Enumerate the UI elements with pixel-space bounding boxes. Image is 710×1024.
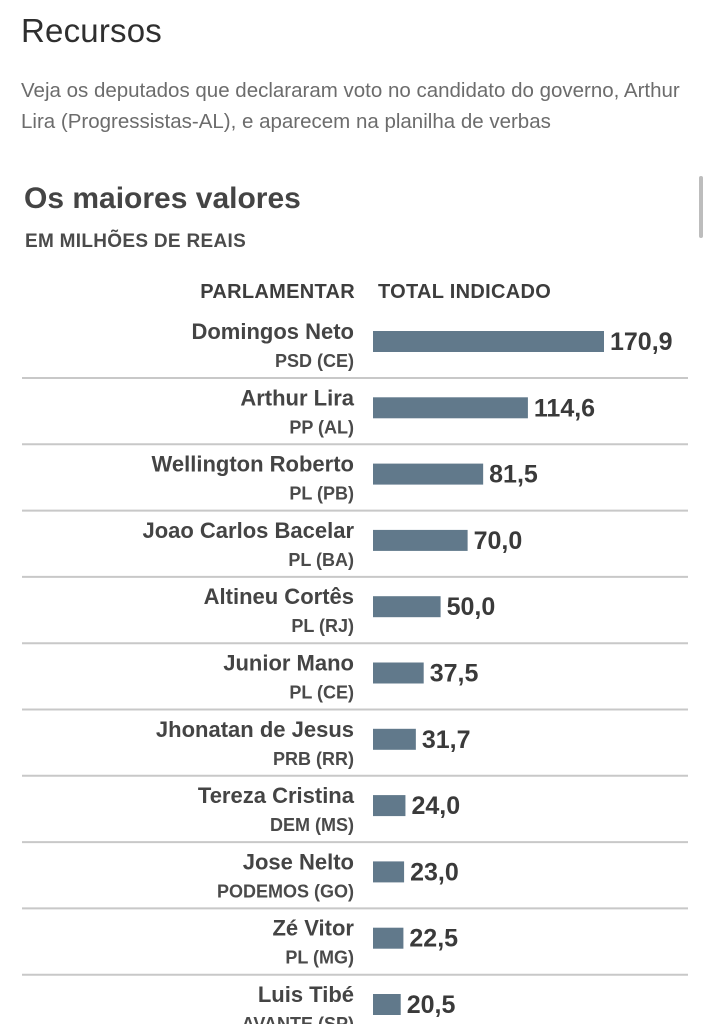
parlamentar-name: Domingos Neto: [191, 319, 354, 344]
scrollbar[interactable]: [699, 176, 703, 238]
section-title: Recursos: [21, 12, 162, 49]
bar: [373, 529, 468, 551]
bar-value-label: 170,9: [610, 328, 673, 356]
parlamentar-party: PL (MG): [285, 948, 354, 968]
parlamentar-party: DEM (MS): [270, 815, 354, 835]
parlamentar-party: PODEMOS (GO): [217, 881, 354, 901]
chart-title: Os maiores valores: [24, 182, 301, 215]
parlamentar-name: Jhonatan de Jesus: [156, 717, 354, 742]
parlamentar-party: PSD (CE): [275, 351, 354, 371]
bar: [373, 463, 484, 485]
parlamentar-party: PL (BA): [288, 550, 354, 570]
parlamentar-name: Zé Vitor: [272, 916, 354, 941]
bar-value-label: 24,0: [411, 792, 460, 820]
parlamentar-party: PP (AL): [289, 417, 354, 437]
parlamentar-name: Jose Nelto: [243, 849, 354, 874]
parlamentar-party: PRB (RR): [273, 749, 354, 769]
bar: [373, 795, 406, 817]
column-header-total: TOTAL INDICADO: [378, 281, 552, 303]
bar-value-label: 81,5: [489, 461, 538, 489]
bar-value-label: 37,5: [430, 660, 479, 688]
bar: [373, 728, 416, 750]
parlamentar-party: PL (PB): [289, 484, 354, 504]
bar: [373, 596, 441, 618]
parlamentar-party: PL (CE): [289, 683, 354, 703]
bar: [373, 662, 424, 684]
bar: [373, 927, 404, 949]
chart-subtitle: EM MILHÕES DE REAIS: [25, 231, 247, 252]
bar-value-label: 20,5: [407, 991, 456, 1019]
bar-value-label: 50,0: [447, 593, 496, 621]
bar: [373, 397, 528, 419]
bar: [373, 861, 405, 883]
parlamentar-name: Joao Carlos Bacelar: [142, 518, 354, 543]
bar-value-label: 114,6: [534, 394, 595, 422]
column-header-parlamentar: PARLAMENTAR: [200, 281, 355, 303]
bar: [373, 331, 604, 352]
parlamentar-name: Wellington Roberto: [152, 452, 354, 477]
parlamentar-party: AVANTE (SP): [242, 1014, 354, 1024]
intro-text: Veja os deputados que declararam voto no…: [21, 79, 680, 133]
parlamentar-name: Junior Mano: [223, 651, 354, 676]
parlamentar-name: Luis Tibé: [258, 982, 354, 1007]
parlamentar-name: Altineu Cortês: [204, 584, 354, 609]
parlamentar-name: Tereza Cristina: [198, 783, 355, 808]
bar-value-label: 31,7: [422, 726, 471, 754]
parlamentar-party: PL (RJ): [291, 616, 354, 636]
bar-value-label: 70,0: [474, 527, 523, 555]
parlamentar-name: Arthur Lira: [240, 385, 354, 410]
bar-value-label: 23,0: [410, 858, 459, 886]
bar-value-label: 22,5: [409, 925, 458, 953]
bar: [373, 994, 401, 1015]
